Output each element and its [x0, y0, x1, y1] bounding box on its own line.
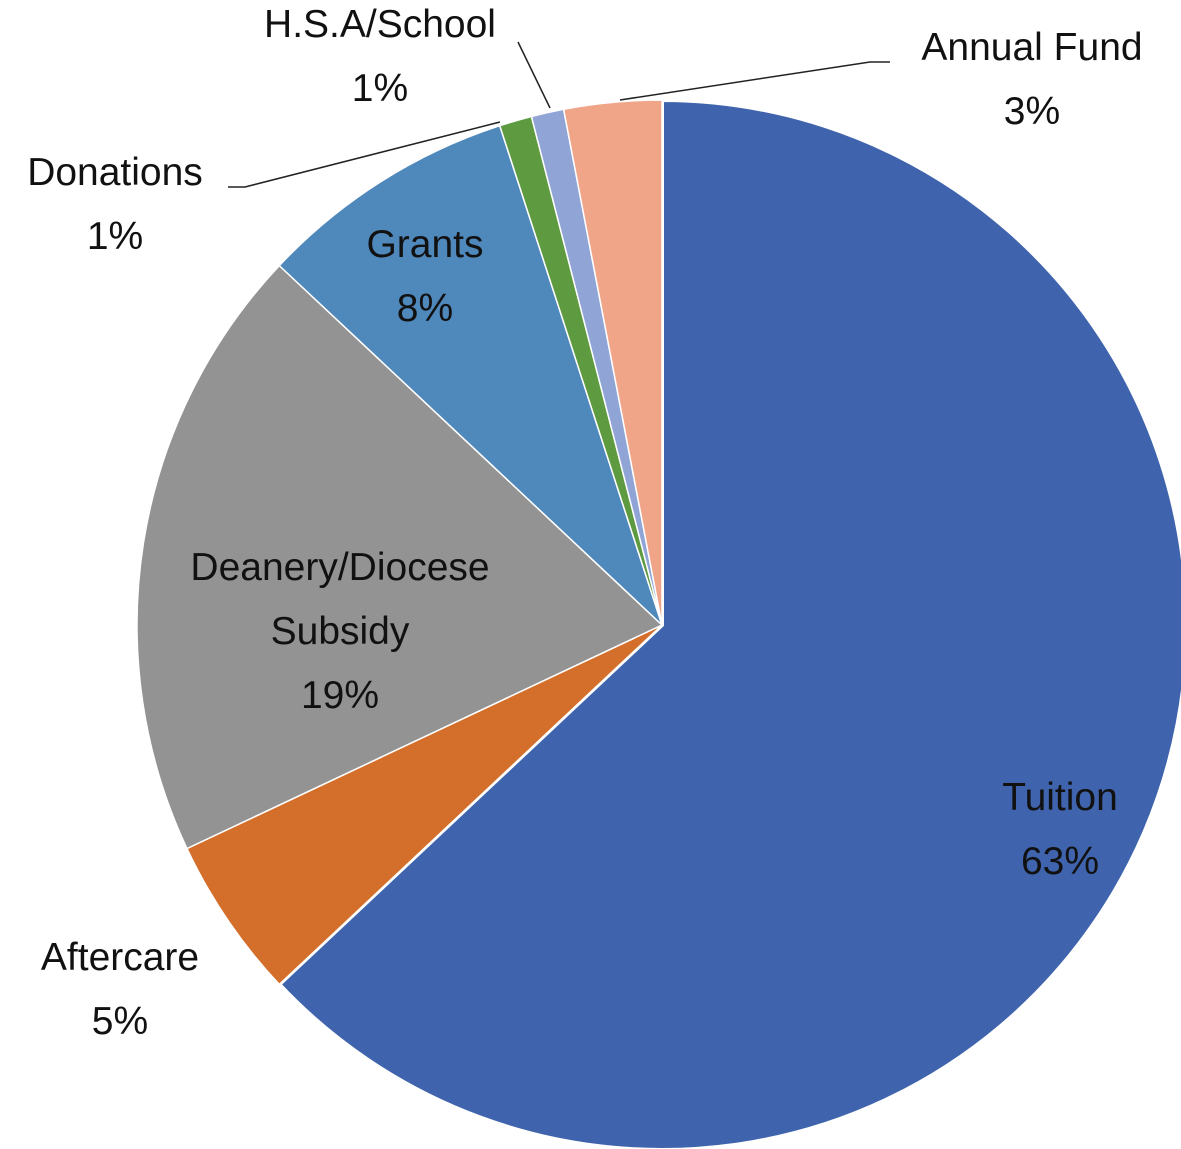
- pie-slice: [562, 99, 663, 626]
- slice-label: Grants 8%: [366, 213, 483, 341]
- value-label: 3%: [1003, 90, 1061, 133]
- category-label: Deanery/Diocese Subsidy: [190, 546, 490, 653]
- value-label: 63%: [1020, 840, 1100, 883]
- category-label: H.S.A/School: [264, 3, 496, 46]
- pie-slice: [185, 624, 663, 986]
- slice-label: Donations 1%: [27, 141, 203, 269]
- value-label: 1%: [86, 215, 144, 258]
- leader-line: [619, 61, 890, 101]
- leader-line: [228, 121, 501, 188]
- pie-slice: [276, 97, 1181, 1149]
- pie-slice: [136, 264, 664, 850]
- slice-label: Tuition 63%: [1002, 766, 1118, 894]
- slice-label: Annual Fund 3%: [921, 16, 1142, 144]
- value-label: 5%: [91, 1000, 149, 1043]
- category-label: Grants: [366, 223, 484, 266]
- slices: [136, 97, 1181, 1149]
- category-label: Aftercare: [40, 936, 200, 979]
- category-label: Donations: [27, 151, 203, 194]
- leader-line: [517, 41, 551, 109]
- slice-label: Deanery/Diocese Subsidy 19%: [150, 536, 530, 728]
- category-label: Annual Fund: [921, 26, 1143, 69]
- category-label: Tuition: [1002, 776, 1118, 819]
- value-label: 19%: [300, 674, 380, 717]
- pie-slice: [278, 124, 663, 626]
- value-label: 8%: [396, 287, 454, 330]
- value-label: 1%: [351, 67, 409, 110]
- slice-label: H.S.A/School 1%: [264, 0, 496, 121]
- slice-label: Aftercare 5%: [41, 926, 199, 1054]
